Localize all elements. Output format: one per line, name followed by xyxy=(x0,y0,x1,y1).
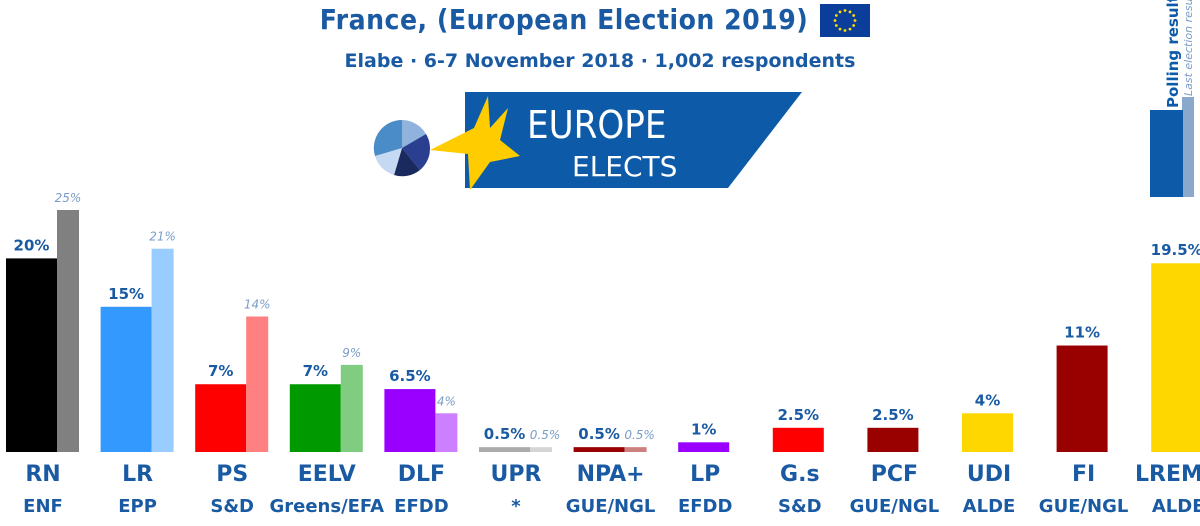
party-label: G.s xyxy=(780,462,820,487)
value-label-last: 14% xyxy=(244,297,271,311)
group-label: ALDE xyxy=(1152,496,1200,517)
logo-star-icon xyxy=(430,96,520,190)
party-label: LR xyxy=(122,462,153,487)
eu-flag-icon xyxy=(820,3,871,37)
bar-poll-npa xyxy=(573,447,625,452)
party-label: UPR xyxy=(491,462,542,487)
group-label: GUE/NGL xyxy=(566,496,656,517)
bar-last-rn xyxy=(57,210,79,452)
bar-poll-dlf xyxy=(384,389,436,452)
bar-poll-upr xyxy=(479,447,530,452)
logo-line-1: EUROPE xyxy=(527,103,667,147)
value-label-last: 0.5% xyxy=(530,428,561,442)
value-label-last: 4% xyxy=(437,394,456,408)
group-label: ALDE xyxy=(963,496,1016,517)
value-label-poll: 7% xyxy=(303,362,328,380)
logo-banner xyxy=(465,92,802,188)
value-label-poll: 6.5% xyxy=(389,367,431,385)
legend: Polling result Last election result © 20… xyxy=(1140,0,1200,200)
party-label: DLF xyxy=(398,462,445,487)
value-label-last: 9% xyxy=(342,346,361,360)
group-label: ENF xyxy=(23,496,63,517)
group-label: GUE/NGL xyxy=(1039,496,1129,517)
legend-polling-label: Polling result xyxy=(1164,0,1182,108)
bar-poll-lr xyxy=(100,306,152,452)
party-label: LP xyxy=(690,462,720,487)
bar-last-npa xyxy=(624,447,647,452)
group-label: S&D xyxy=(778,496,822,517)
value-label-poll: 0.5% xyxy=(578,425,620,443)
party-label: FI xyxy=(1072,462,1095,487)
party-label: UDI xyxy=(967,462,1011,487)
chart-title: France, (European Election 2019) xyxy=(319,3,809,36)
bar-last-dlf xyxy=(435,413,458,452)
bar-chart: 20% 25% RN ENF 15% 21% LR EPP 7% 14% PS S&D 7% 9% EELV… xyxy=(6,191,1200,517)
group-label: EFDD xyxy=(678,496,732,517)
bar-poll-ps xyxy=(195,384,247,452)
value-label-poll: 2.5% xyxy=(872,406,914,424)
group-label: * xyxy=(511,496,521,517)
logo-line-2: ELECTS xyxy=(572,150,677,183)
party-label: PCF xyxy=(871,462,918,487)
party-label: RN xyxy=(25,462,60,487)
group-label: EFDD xyxy=(394,496,448,517)
bar-last-upr xyxy=(530,447,552,452)
party-label: EELV xyxy=(298,462,356,487)
bar-poll-lp xyxy=(678,442,730,452)
bar-last-lr xyxy=(151,248,174,452)
legend-swatch-polling xyxy=(1150,110,1183,197)
chart-subtitle: Elabe · 6-7 November 2018 · 1,002 respon… xyxy=(344,50,856,72)
value-label-poll: 7% xyxy=(208,362,233,380)
bar-poll-pcf xyxy=(867,427,919,452)
bar-poll-udi xyxy=(962,413,1013,452)
value-label-poll: 15% xyxy=(108,285,144,303)
value-label-poll: 1% xyxy=(691,420,716,438)
bar-poll-eelv xyxy=(289,384,341,452)
bar-poll-lrem xyxy=(1151,263,1200,452)
europe-elects-logo: EUROPE ELECTS xyxy=(370,88,810,194)
bar-last-eelv xyxy=(340,364,363,452)
bar-poll-rn xyxy=(6,258,57,452)
value-label-last: 0.5% xyxy=(624,428,655,442)
group-label: EPP xyxy=(118,496,157,517)
value-label-poll: 20% xyxy=(14,236,50,254)
bar-last-ps xyxy=(246,316,269,452)
chart-title-row: France, (European Election 2019) xyxy=(0,0,1200,40)
value-label-poll: 0.5% xyxy=(484,425,526,443)
party-label: LREM+ xyxy=(1135,462,1200,487)
group-label: Greens/EFA xyxy=(269,496,384,517)
bar-poll-gs xyxy=(772,427,824,452)
value-label-poll: 4% xyxy=(975,391,1000,409)
value-label-poll: 2.5% xyxy=(777,406,819,424)
value-label-poll: 19.5% xyxy=(1151,241,1200,259)
party-label: PS xyxy=(216,462,248,487)
group-label: GUE/NGL xyxy=(850,496,940,517)
group-label: S&D xyxy=(210,496,254,517)
legend-swatch-last xyxy=(1182,97,1194,197)
value-label-last: 21% xyxy=(149,230,176,244)
logo-pie-icon xyxy=(373,119,431,177)
value-label-last: 25% xyxy=(55,191,82,205)
party-label: NPA+ xyxy=(577,462,645,487)
legend-last-label: Last election result xyxy=(1182,0,1195,96)
bar-poll-fi xyxy=(1056,345,1108,452)
value-label-poll: 11% xyxy=(1064,324,1100,342)
